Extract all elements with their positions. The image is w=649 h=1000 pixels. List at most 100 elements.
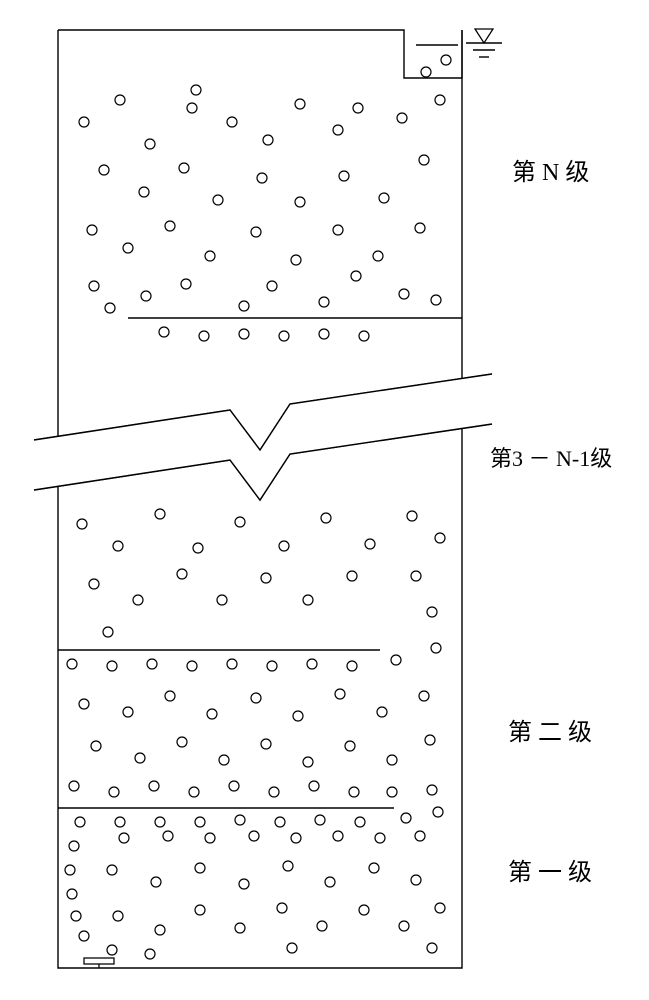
bubble [427, 785, 437, 795]
bubble [387, 787, 397, 797]
bubble [89, 281, 99, 291]
bubble [207, 709, 217, 719]
bubble [109, 787, 119, 797]
bubble [279, 331, 289, 341]
bubble [179, 163, 189, 173]
bubble [181, 279, 191, 289]
bubble [275, 817, 285, 827]
bubble [79, 117, 89, 127]
bubble [187, 661, 197, 671]
bubble [387, 755, 397, 765]
bubble [193, 543, 203, 553]
bubble [159, 327, 169, 337]
vessel-top-notch [58, 30, 462, 78]
bubble [239, 301, 249, 311]
water-symbol-triangle [475, 29, 493, 43]
bubble [71, 911, 81, 921]
bubble [155, 817, 165, 827]
bubble [205, 251, 215, 261]
bubble [431, 643, 441, 653]
bubble [163, 831, 173, 841]
bubble [239, 329, 249, 339]
bubble [319, 297, 329, 307]
bubble [407, 511, 417, 521]
bubble [345, 741, 355, 751]
bubble [261, 739, 271, 749]
bubble [339, 171, 349, 181]
bubble [119, 833, 129, 843]
bubble [195, 863, 205, 873]
bubble [141, 291, 151, 301]
bubble [365, 539, 375, 549]
bubble [113, 541, 123, 551]
bubble [107, 865, 117, 875]
bubble [349, 787, 359, 797]
bubble [391, 655, 401, 665]
label-level-n: 第 N 级 [512, 159, 589, 186]
bubble [189, 787, 199, 797]
bubble [321, 513, 331, 523]
bubble [67, 889, 77, 899]
bubble [249, 831, 259, 841]
bubble [227, 659, 237, 669]
bubble [347, 661, 357, 671]
bubble [279, 541, 289, 551]
label-level-2: 第 二 级 [508, 719, 592, 746]
bubble [415, 831, 425, 841]
bubble [227, 117, 237, 127]
bubble [219, 755, 229, 765]
bubble [303, 595, 313, 605]
bubble [401, 813, 411, 823]
bubble [123, 243, 133, 253]
bubble [399, 289, 409, 299]
bubble [251, 227, 261, 237]
bubble [145, 139, 155, 149]
bubble [291, 255, 301, 265]
bubble [269, 787, 279, 797]
bubble [177, 569, 187, 579]
bubble [155, 925, 165, 935]
bubble [107, 661, 117, 671]
bubble [99, 165, 109, 175]
bubble [411, 875, 421, 885]
bubble [427, 607, 437, 617]
bubble [135, 753, 145, 763]
bubble [355, 817, 365, 827]
bubble [353, 103, 363, 113]
bubble [415, 223, 425, 233]
bubble [79, 699, 89, 709]
bubble [261, 573, 271, 583]
bubble [399, 921, 409, 931]
bubble [419, 155, 429, 165]
bubble [155, 509, 165, 519]
bubble [177, 737, 187, 747]
bubble [295, 99, 305, 109]
bubble [333, 225, 343, 235]
bubble [397, 113, 407, 123]
bubble [145, 949, 155, 959]
bubble [65, 865, 75, 875]
bubble [213, 195, 223, 205]
break-mask [34, 374, 492, 500]
bubble [287, 943, 297, 953]
bubble [69, 781, 79, 791]
bubble [69, 841, 79, 851]
bubble [267, 661, 277, 671]
bubble [277, 903, 287, 913]
bubble [151, 877, 161, 887]
label-level-3-to-n-minus-1: 第3 － N-1级 [490, 446, 612, 471]
bubble [165, 691, 175, 701]
bubble [293, 711, 303, 721]
bubble [419, 691, 429, 701]
bubble [113, 911, 123, 921]
bubble [123, 707, 133, 717]
bubble [165, 221, 175, 231]
bubble [115, 95, 125, 105]
bubble [217, 595, 227, 605]
bubble [283, 861, 293, 871]
bubble [411, 571, 421, 581]
bubble [291, 833, 301, 843]
bubble [333, 831, 343, 841]
bubble [435, 903, 445, 913]
bubble [333, 125, 343, 135]
